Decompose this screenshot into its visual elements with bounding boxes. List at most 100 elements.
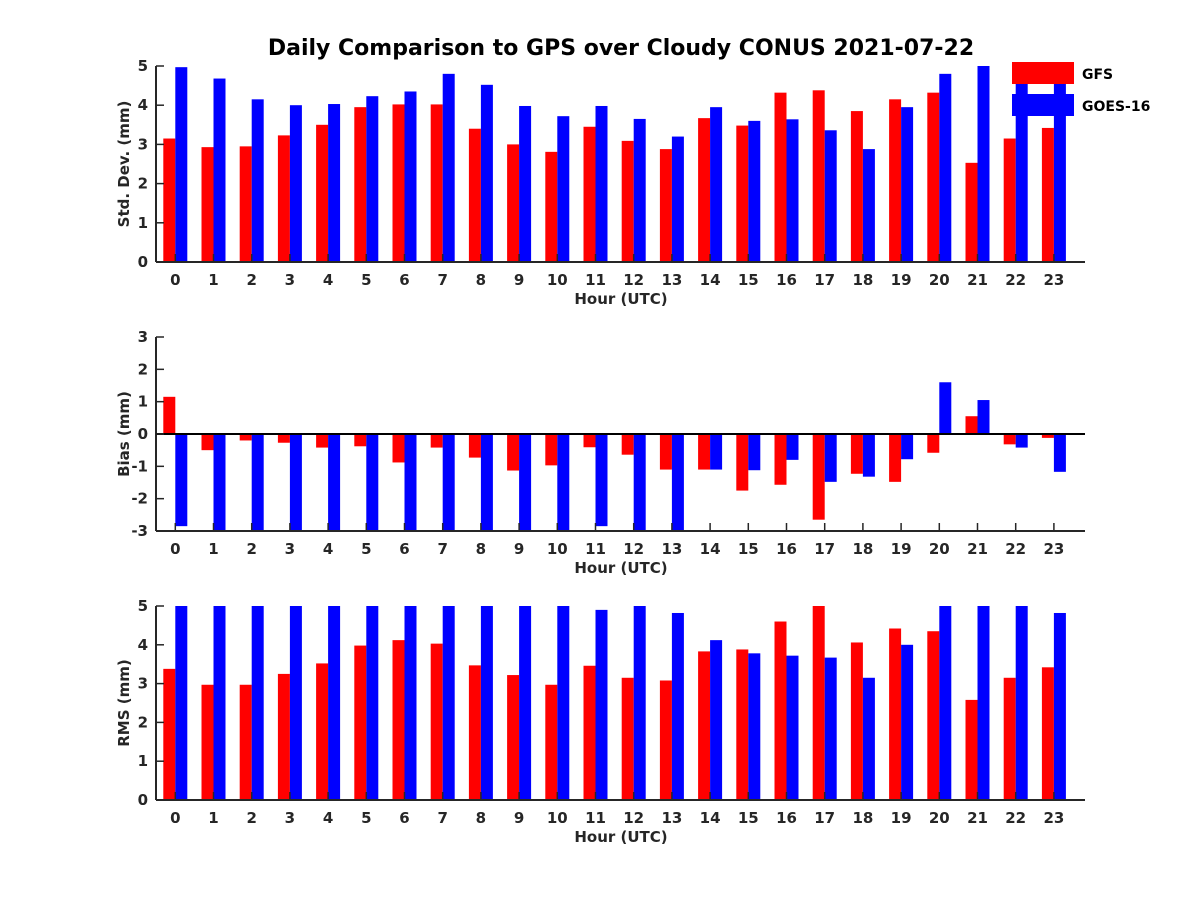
bar-gfs-hour-13: [659, 434, 672, 470]
x-axis-label: Hour (UTC): [574, 828, 667, 846]
y-axis-label: Bias (mm): [115, 391, 133, 477]
x-tick-label: 0: [170, 540, 180, 558]
bar-gfs-hour-11: [583, 665, 596, 800]
bar-goes-16-hour-23: [1053, 76, 1066, 262]
bar-goes-16-hour-23: [1053, 612, 1066, 800]
x-tick-label: 23: [1043, 540, 1064, 558]
bar-goes-16-hour-18: [862, 434, 875, 477]
bar-goes-16-hour-7: [442, 73, 455, 262]
bar-gfs-hour-22: [1003, 677, 1016, 800]
bar-goes-16-hour-3: [289, 606, 302, 800]
bar-gfs-hour-16: [774, 434, 787, 485]
bar-goes-16-hour-11: [595, 105, 608, 262]
bar-goes-16-hour-4: [328, 606, 341, 800]
x-tick-label: 11: [585, 271, 606, 289]
bar-goes-16-hour-14: [710, 640, 723, 800]
x-tick-label: 1: [208, 271, 218, 289]
x-tick-label: 4: [323, 540, 333, 558]
bar-gfs-hour-16: [774, 621, 787, 800]
bar-goes-16-hour-20: [939, 73, 952, 262]
y-tick-label: 0: [138, 791, 148, 809]
bar-gfs-hour-2: [239, 684, 252, 800]
bar-goes-16-hour-13: [671, 136, 684, 262]
x-tick-label: 20: [929, 809, 950, 827]
y-tick-label: -1: [131, 457, 148, 475]
y-tick-label: 5: [138, 597, 148, 615]
bar-goes-16-hour-13: [671, 612, 684, 800]
x-tick-label: 6: [399, 809, 409, 827]
bar-gfs-hour-10: [545, 684, 558, 800]
x-tick-label: 7: [437, 540, 447, 558]
bar-goes-16-hour-7: [442, 606, 455, 800]
x-tick-label: 21: [967, 809, 988, 827]
bar-gfs-hour-0: [163, 668, 176, 800]
bar-goes-16-hour-3: [289, 434, 302, 531]
bar-gfs-hour-12: [621, 140, 634, 262]
bar-gfs-hour-7: [430, 104, 443, 262]
x-tick-label: 14: [700, 540, 721, 558]
bar-gfs-hour-4: [316, 124, 329, 262]
x-tick-label: 19: [891, 809, 912, 827]
bar-gfs-hour-0: [163, 396, 176, 434]
bar-gfs-hour-6: [392, 104, 405, 262]
bar-goes-16-hour-7: [442, 434, 455, 531]
bar-goes-16-hour-15: [748, 653, 761, 800]
bar-goes-16-hour-4: [328, 104, 341, 262]
bar-goes-16-hour-10: [557, 606, 570, 800]
x-tick-label: 6: [399, 271, 409, 289]
x-tick-label: 4: [323, 271, 333, 289]
bar-gfs-hour-2: [239, 434, 252, 441]
bar-goes-16-hour-21: [977, 606, 990, 800]
y-axis-label: RMS (mm): [115, 659, 133, 746]
y-tick-label: 0: [138, 425, 148, 443]
bar-goes-16-hour-12: [633, 606, 646, 800]
bar-goes-16-hour-15: [748, 120, 761, 262]
bar-gfs-hour-18: [850, 111, 863, 262]
x-tick-label: 13: [661, 809, 682, 827]
bar-goes-16-hour-8: [480, 84, 493, 262]
bar-goes-16-hour-17: [824, 434, 837, 482]
bar-gfs-hour-18: [850, 642, 863, 800]
x-tick-label: 8: [476, 540, 486, 558]
bar-gfs-hour-6: [392, 434, 405, 463]
bar-gfs-hour-12: [621, 677, 634, 800]
y-tick-label: 3: [138, 135, 148, 153]
bar-goes-16-hour-16: [786, 119, 799, 262]
bar-goes-16-hour-22: [1015, 66, 1028, 262]
bar-goes-16-hour-8: [480, 434, 493, 531]
bar-goes-16-hour-2: [251, 99, 264, 262]
y-tick-label: 2: [138, 713, 148, 731]
bar-gfs-hour-23: [1041, 434, 1054, 438]
bar-goes-16-hour-19: [901, 434, 914, 460]
bar-gfs-hour-21: [965, 699, 978, 800]
bar-gfs-hour-0: [163, 138, 176, 262]
y-tick-label: -3: [131, 522, 148, 540]
bar-goes-16-hour-6: [404, 434, 417, 531]
x-tick-label: 3: [285, 271, 295, 289]
x-tick-label: 1: [208, 540, 218, 558]
x-tick-label: 23: [1043, 271, 1064, 289]
x-tick-label: 10: [547, 540, 568, 558]
y-tick-label: 0: [138, 253, 148, 271]
bar-gfs-hour-17: [812, 434, 825, 520]
bar-goes-16-hour-13: [671, 434, 684, 531]
x-tick-label: 19: [891, 540, 912, 558]
bar-gfs-hour-7: [430, 434, 443, 448]
y-tick-label: 4: [138, 636, 148, 654]
y-tick-label: 2: [138, 175, 148, 193]
bar-goes-16-hour-18: [862, 677, 875, 800]
bar-gfs-hour-12: [621, 434, 634, 455]
bar-gfs-hour-5: [354, 107, 367, 262]
x-tick-label: 5: [361, 540, 371, 558]
bar-goes-16-hour-20: [939, 606, 952, 800]
x-tick-label: 10: [547, 809, 568, 827]
bar-goes-16-hour-2: [251, 434, 264, 531]
bar-gfs-hour-13: [659, 149, 672, 262]
bar-gfs-hour-1: [201, 684, 214, 800]
x-tick-label: 22: [1005, 540, 1026, 558]
x-tick-label: 12: [623, 809, 644, 827]
bar-gfs-hour-6: [392, 640, 405, 800]
x-tick-label: 22: [1005, 809, 1026, 827]
x-tick-label: 14: [700, 809, 721, 827]
